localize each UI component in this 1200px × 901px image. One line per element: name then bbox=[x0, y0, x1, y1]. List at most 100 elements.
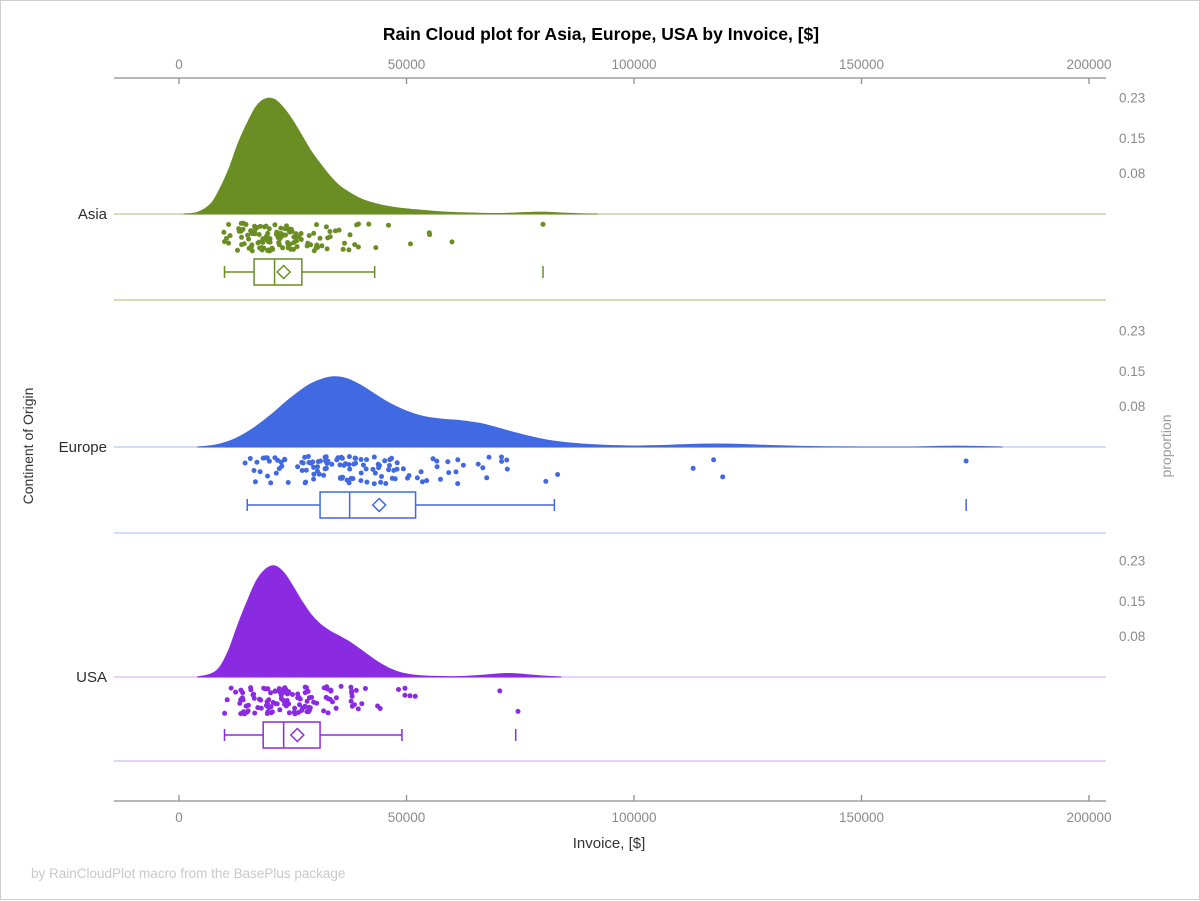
rain-points-asia bbox=[221, 220, 546, 254]
rain-point bbox=[311, 248, 317, 254]
rain-point bbox=[242, 460, 248, 466]
rain-point bbox=[254, 459, 260, 465]
rain-point bbox=[322, 454, 328, 460]
rain-point bbox=[347, 232, 353, 238]
rain-point bbox=[337, 462, 343, 468]
rain-point bbox=[268, 690, 274, 696]
rain-point-outlier bbox=[540, 221, 546, 227]
rain-point bbox=[371, 454, 377, 460]
proportion-tick-label: 0.08 bbox=[1119, 166, 1145, 181]
rain-point bbox=[295, 691, 301, 697]
rain-point bbox=[292, 705, 298, 711]
rain-point bbox=[349, 703, 355, 709]
rain-point bbox=[434, 458, 440, 464]
rain-point bbox=[325, 458, 331, 464]
rain-point bbox=[314, 222, 319, 228]
rain-point bbox=[352, 242, 358, 248]
rain-point bbox=[438, 476, 443, 482]
rain-point bbox=[299, 468, 305, 473]
rain-point bbox=[317, 235, 323, 241]
rain-point bbox=[274, 701, 280, 707]
rain-points-usa bbox=[222, 683, 521, 717]
rain-point bbox=[358, 457, 364, 462]
rain-point bbox=[268, 480, 274, 486]
density-area-usa bbox=[197, 565, 562, 678]
footer-note: by RainCloudPlot macro from the BasePlus… bbox=[31, 866, 345, 881]
top-x-axis: 0 50000 100000 150000 200000 bbox=[114, 57, 1112, 84]
rain-point bbox=[283, 703, 289, 709]
rain-point bbox=[346, 454, 352, 460]
rain-point bbox=[434, 464, 440, 470]
rain-point bbox=[387, 463, 392, 468]
top-axis-tick-label: 50000 bbox=[388, 57, 426, 72]
rain-point bbox=[252, 710, 258, 716]
x-axis-label: Invoice, [$] bbox=[573, 835, 646, 852]
boxplot-usa bbox=[223, 721, 517, 749]
rain-point bbox=[224, 235, 229, 241]
rain-point bbox=[266, 697, 272, 703]
boxplot-asia bbox=[223, 258, 544, 286]
rain-point bbox=[342, 240, 347, 246]
rain-point bbox=[276, 242, 282, 248]
rain-point bbox=[314, 242, 320, 248]
rain-point bbox=[263, 223, 269, 229]
rain-point bbox=[249, 248, 255, 254]
rain-point bbox=[394, 460, 400, 466]
rain-point bbox=[261, 685, 267, 691]
rain-point bbox=[306, 704, 312, 710]
rain-point bbox=[327, 696, 333, 702]
rain-point bbox=[376, 465, 382, 471]
rain-point bbox=[430, 456, 436, 462]
rain-point bbox=[280, 245, 286, 251]
rain-point bbox=[408, 241, 413, 247]
rain-point bbox=[238, 687, 244, 693]
rain-point bbox=[446, 470, 452, 476]
rain-point bbox=[484, 475, 490, 481]
rain-point bbox=[346, 247, 352, 253]
rain-point bbox=[252, 479, 258, 485]
rain-point bbox=[348, 476, 354, 481]
rain-point bbox=[355, 244, 361, 250]
panel-label-asia: Asia bbox=[78, 206, 108, 223]
rain-point-outlier bbox=[497, 688, 503, 694]
rain-point bbox=[323, 694, 329, 700]
rain-point bbox=[298, 231, 304, 236]
bottom-axis-tick-label: 0 bbox=[175, 810, 183, 825]
rain-point bbox=[247, 456, 253, 461]
rain-point bbox=[294, 244, 300, 250]
rain-point bbox=[418, 469, 424, 475]
rain-point bbox=[306, 695, 312, 701]
rain-point bbox=[543, 478, 549, 484]
rain-point bbox=[339, 455, 345, 461]
proportion-tick-label: 0.23 bbox=[1119, 553, 1145, 568]
rain-point bbox=[240, 220, 246, 226]
proportion-tick-label: 0.15 bbox=[1119, 594, 1145, 609]
rain-point bbox=[239, 234, 244, 240]
rain-point bbox=[332, 228, 338, 234]
rain-point bbox=[504, 457, 510, 463]
rain-point bbox=[406, 473, 412, 479]
rain-point bbox=[455, 457, 461, 463]
rain-point bbox=[499, 454, 504, 460]
rain-point bbox=[263, 233, 269, 239]
rain-point bbox=[310, 459, 316, 465]
rain-point bbox=[372, 470, 378, 476]
rain-point bbox=[264, 711, 270, 716]
rain-point bbox=[246, 236, 252, 242]
top-axis-tick-label: 200000 bbox=[1066, 57, 1111, 72]
rain-point bbox=[277, 688, 282, 693]
rain-point bbox=[504, 466, 510, 472]
rain-point bbox=[227, 233, 233, 239]
rain-point bbox=[308, 242, 314, 248]
bottom-axis-tick-label: 50000 bbox=[388, 810, 426, 825]
rain-point bbox=[316, 471, 322, 477]
rain-point bbox=[226, 222, 232, 227]
rain-point bbox=[304, 709, 310, 715]
rain-point bbox=[347, 466, 353, 472]
rain-point bbox=[265, 701, 270, 707]
rain-point bbox=[302, 684, 308, 690]
rain-point bbox=[291, 240, 297, 246]
rain-point bbox=[348, 698, 354, 704]
